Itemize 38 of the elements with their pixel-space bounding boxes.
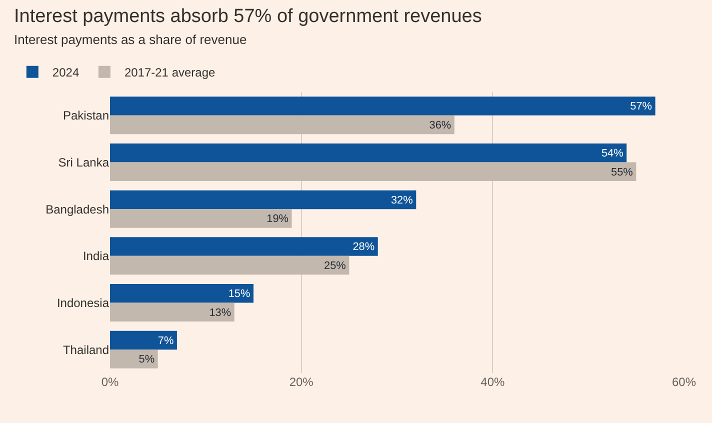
y-tick-label: Bangladesh xyxy=(46,202,109,216)
y-tick-label: Sri Lanka xyxy=(58,155,110,170)
bar xyxy=(110,96,656,116)
data-label: 13% xyxy=(209,306,232,319)
data-label: 28% xyxy=(352,241,375,254)
chart-title: Interest payments absorb 57% of government revenues xyxy=(14,6,482,27)
data-label: 15% xyxy=(228,288,250,300)
bar xyxy=(110,237,378,256)
y-tick-label: Indonesia xyxy=(56,296,110,310)
legend-label: 2024 xyxy=(52,66,80,80)
bar xyxy=(110,162,636,181)
bar xyxy=(110,350,158,368)
bar xyxy=(110,115,454,134)
data-label: 55% xyxy=(611,166,634,178)
x-tick-label: 40% xyxy=(480,375,505,389)
y-tick-label: Pakistan xyxy=(62,108,109,123)
bar xyxy=(110,284,254,303)
legend-label: 2017-21 average xyxy=(124,66,216,80)
data-label: 19% xyxy=(266,213,289,226)
x-tick-label: 0% xyxy=(101,375,119,389)
data-label: 32% xyxy=(390,194,414,206)
data-label: 54% xyxy=(601,148,624,160)
data-label: 57% xyxy=(630,100,652,113)
bar xyxy=(110,302,234,322)
chart-subtitle: Interest payments as a share of revenue xyxy=(14,32,247,47)
bar xyxy=(110,144,627,162)
bar xyxy=(110,330,177,350)
x-tick-label: 60% xyxy=(672,375,696,389)
bar xyxy=(110,209,292,228)
y-tick-label: Thailand xyxy=(62,342,109,357)
bar xyxy=(110,190,416,210)
x-tick-label: 20% xyxy=(289,375,314,389)
data-label: 7% xyxy=(158,334,174,347)
bar xyxy=(110,256,350,275)
data-label: 36% xyxy=(429,119,452,132)
y-tick-label: India xyxy=(82,249,110,264)
data-label: 5% xyxy=(138,354,155,366)
data-label: 25% xyxy=(324,260,346,272)
